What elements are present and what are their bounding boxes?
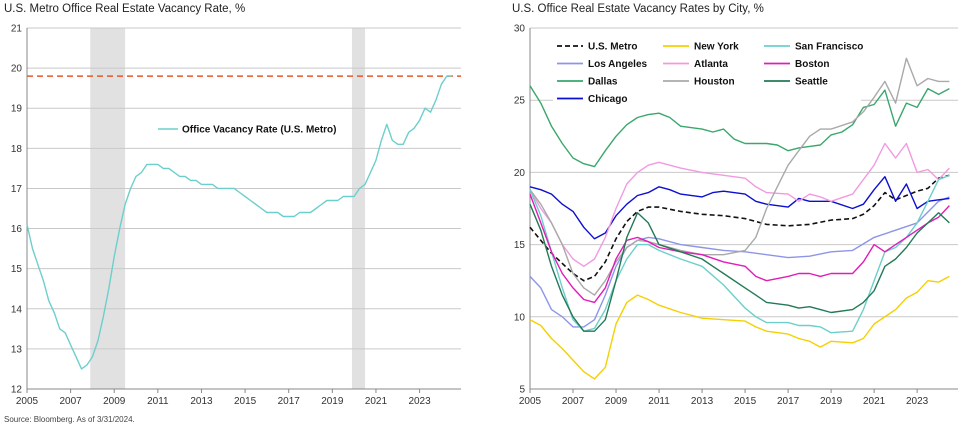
chart1-legend-label-houston: Houston — [694, 77, 735, 88]
chart0-series-line-office-vacancy-rate-u-s-metro — [26, 75, 453, 370]
chart1-x-tick-label: 2015 — [734, 396, 757, 407]
chart1-series-line-boston — [529, 193, 950, 304]
chart1-series-line-new-york — [529, 275, 950, 380]
chart0-y-tick-label: 19 — [11, 104, 23, 115]
chart1-series-line-atlanta — [529, 142, 950, 267]
chart0-x-tick-label: 2015 — [234, 396, 257, 407]
chart1-y-tick-label: 15 — [514, 240, 526, 251]
chart0-x-tick-label: 2019 — [321, 396, 344, 407]
left-chart-title: U.S. Metro Office Real Estate Vacancy Ra… — [4, 3, 246, 15]
chart1-legend-label-los-angeles: Los Angeles — [588, 59, 648, 70]
chart1-x-tick-label: 2023 — [906, 396, 929, 407]
chart1-x-tick-label: 2005 — [519, 396, 542, 407]
chart1-x-tick-label: 2021 — [863, 396, 886, 407]
chart1-legend-label-atlanta: Atlanta — [694, 59, 728, 70]
chart1-x-tick-label: 2013 — [691, 396, 714, 407]
chart1-series-line-chicago — [529, 176, 950, 240]
chart1-x-tick-label: 2009 — [605, 396, 628, 407]
chart0-x-tick-label: 2007 — [59, 396, 82, 407]
chart1-legend-label-boston: Boston — [795, 59, 829, 70]
chart1-series-line-dallas — [529, 85, 950, 168]
chart0-recession-band — [90, 28, 126, 389]
chart0-y-tick-label: 17 — [11, 184, 23, 195]
chart0-y-tick-label: 13 — [11, 344, 23, 355]
chart1-legend-label-dallas: Dallas — [588, 77, 618, 88]
chart0-y-tick-label: 18 — [11, 144, 23, 155]
chart1-y-tick-label: 30 — [514, 24, 526, 35]
chart1-x-tick-label: 2017 — [777, 396, 800, 407]
chart1-legend-box — [553, 38, 861, 108]
chart0-y-tick-label: 16 — [11, 224, 23, 235]
chart0-y-tick-label: 15 — [11, 264, 23, 275]
chart1-legend-label-u-s-metro: U.S. Metro — [588, 42, 637, 53]
chart1-y-tick-label: 10 — [514, 312, 526, 323]
chart0-y-tick-label: 14 — [11, 304, 23, 315]
chart1-y-tick-label: 5 — [519, 385, 525, 396]
chart1-x-tick-label: 2007 — [562, 396, 585, 407]
source-note: Source: Bloomberg. As of 3/31/2024. — [4, 415, 135, 424]
chart1-series-line-houston — [529, 57, 950, 296]
chart1-legend-label-seattle: Seattle — [795, 77, 828, 88]
chart0-x-tick-label: 2011 — [147, 396, 169, 407]
chart1-y-tick-label: 25 — [514, 96, 526, 107]
chart0-y-tick-label: 12 — [11, 385, 23, 396]
chart0-x-tick-label: 2017 — [278, 396, 301, 407]
chart1-x-tick-label: 2019 — [820, 396, 843, 407]
chart1-legend-label-new-york: New York — [694, 42, 739, 53]
chart0-x-tick-label: 2009 — [103, 396, 126, 407]
chart0-recession-band — [351, 28, 366, 389]
chart1-series-line-los-angeles — [529, 196, 950, 328]
chart0-y-tick-label: 21 — [11, 24, 23, 35]
chart0-x-tick-label: 2005 — [16, 396, 39, 407]
chart0-legend-label: Office Vacancy Rate (U.S. Metro) — [182, 125, 337, 136]
chart1-x-tick-label: 2011 — [648, 396, 670, 407]
right-chart-title: U.S. Office Real Estate Vacancy Rates by… — [512, 3, 764, 15]
chart1-series-line-san-francisco — [529, 174, 950, 334]
chart0-x-tick-label: 2013 — [190, 396, 213, 407]
chart0-x-tick-label: 2021 — [365, 396, 388, 407]
chart1-series-line-seattle — [529, 203, 950, 332]
chart0-legend-box — [153, 119, 333, 139]
chart1-legend-label-chicago: Chicago — [588, 94, 627, 105]
chart0-y-tick-label: 20 — [11, 64, 23, 75]
chart1-legend-label-san-francisco: San Francisco — [795, 42, 863, 53]
chart0-x-tick-label: 2023 — [408, 396, 431, 407]
chart1-y-tick-label: 20 — [514, 168, 526, 179]
chart1-series-line-u-s-metro — [529, 174, 950, 282]
